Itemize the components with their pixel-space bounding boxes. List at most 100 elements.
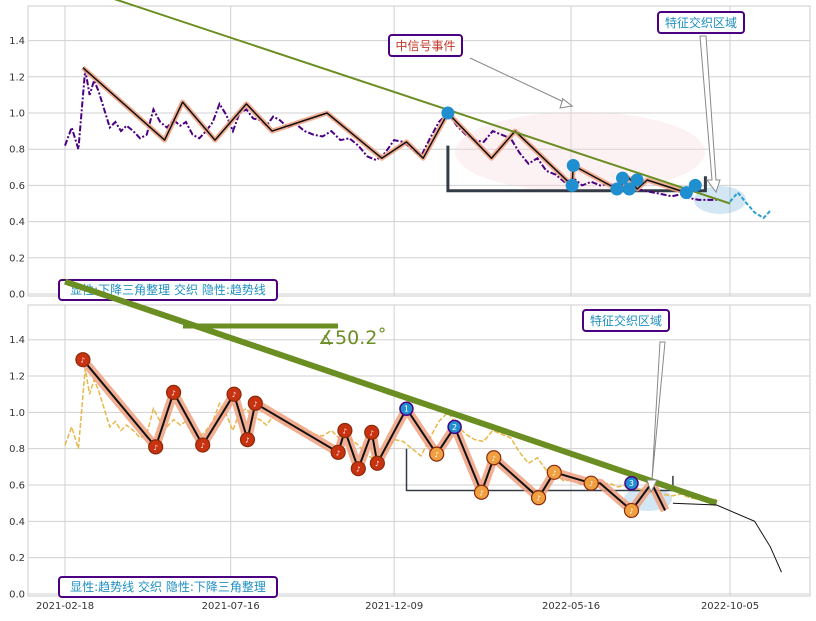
numbered-marker	[624, 475, 639, 491]
signal-marker	[688, 178, 702, 192]
note-marker-glyph: ♪	[245, 437, 249, 445]
y-tick-label: 0.0	[9, 590, 25, 601]
signal-marker	[566, 158, 580, 172]
note-marker-glyph: ♪	[153, 444, 157, 452]
note-marker	[337, 422, 353, 439]
note-marker	[247, 395, 263, 411]
tail-projection	[729, 191, 772, 220]
note-marker-glyph: ♪	[536, 495, 540, 503]
y-tick-label: 0.6	[9, 181, 25, 192]
y-tick-label: 1.4	[9, 36, 25, 47]
note-marker	[239, 432, 256, 448]
x-tick-label: 2021-02-18	[36, 601, 94, 612]
y-tick-label: 0.8	[9, 444, 25, 455]
note-marker	[473, 484, 490, 500]
top-markers	[441, 106, 702, 200]
y-tick-label: 0.0	[9, 290, 25, 301]
bottom-markers: ♪ ♪ ♪ ♪ ♪ ♪ ♪ ♪ ♪ ♪ ♪ ♪ ♪ ♪ ♪ ♪ ♪ ♪ ♪ 1 2 3	[75, 352, 640, 519]
note-marker	[364, 424, 380, 440]
trend-line	[114, 0, 731, 205]
bottom-y-ticks: 0.0 0.2 0.4 0.6 0.8 1.0 1.2 1.4	[9, 335, 25, 600]
numbered-marker-label: 3	[629, 479, 634, 488]
x-tick-label: 2021-07-16	[202, 601, 260, 612]
numbered-marker-label: 1	[404, 405, 409, 414]
note-marker-glyph: ♪	[232, 391, 236, 399]
x-tick-label: 2022-05-16	[542, 601, 600, 612]
y-tick-label: 0.8	[9, 145, 25, 156]
y-tick-label: 1.0	[9, 108, 25, 119]
bottom-caption: 显性:趋势线 交织 隐性:下降三角整理	[70, 579, 266, 594]
signal-marker	[616, 171, 630, 185]
x-tick-label: 2021-12-09	[365, 601, 423, 612]
note-marker	[195, 437, 211, 453]
bottom-zone-arrow	[646, 341, 666, 494]
numbered-marker	[399, 401, 414, 416]
event-label: 中信号事件	[395, 38, 455, 53]
note-marker-glyph: ♪	[200, 442, 204, 450]
bottom-panel-background	[27, 304, 811, 597]
note-marker-glyph: ♪	[356, 466, 360, 474]
bottom-caption-box	[58, 576, 278, 598]
top-zone-arrow	[699, 35, 721, 194]
bottom-zone-label-box	[582, 309, 670, 332]
note-marker	[350, 461, 366, 477]
numbered-marker-label: 2	[452, 423, 457, 432]
top-caption: 显性:下降三角整理 交织 隐性:趋势线	[70, 282, 266, 297]
y-tick-label: 0.4	[9, 217, 25, 228]
x-tick-label: 2022-10-05	[701, 601, 759, 612]
note-marker-glyph: ♪	[492, 455, 496, 463]
trend-line	[64, 278, 718, 507]
note-marker	[369, 455, 385, 471]
event-label-box	[388, 34, 463, 57]
note-marker	[165, 384, 182, 400]
note-marker-glyph: ♪	[81, 357, 85, 365]
y-tick-label: 1.2	[9, 72, 25, 83]
top-zone-label-box	[657, 11, 745, 34]
note-marker-glyph: ♪	[253, 400, 257, 408]
note-marker	[330, 444, 346, 460]
price-line	[64, 69, 717, 201]
note-marker	[226, 386, 242, 402]
triangle-pattern	[446, 145, 707, 193]
note-marker	[75, 352, 91, 368]
y-tick-label: 0.6	[9, 481, 25, 492]
y-tick-label: 1.2	[9, 372, 25, 383]
y-tick-label: 0.2	[9, 253, 25, 264]
y-tick-label: 1.0	[9, 408, 25, 419]
note-marker	[486, 450, 502, 466]
bottom-grid	[28, 305, 810, 596]
bottom-x-ticks: 2021-02-18 2021-07-16 2021-12-09 2022-05-16…	[36, 601, 759, 612]
numbered-marker	[447, 419, 462, 435]
note-marker-glyph: ♪	[336, 449, 340, 457]
note-marker	[429, 446, 445, 462]
signal-marker	[622, 182, 636, 196]
top-panel: 0.0 0.2 0.4 0.6 0.8 1.0 1.2 1.4 中信号事件 特征交织区域 显性…	[9, 0, 811, 301]
signal-marker	[679, 186, 693, 200]
y-tick-label: 0.4	[9, 517, 25, 528]
note-marker-glyph: ♪	[479, 489, 483, 497]
signal-marker	[610, 182, 624, 196]
angle-label: ∡50.2˚	[318, 327, 387, 349]
note-marker-glyph: ♪	[589, 480, 593, 488]
tail-projection	[672, 502, 782, 573]
note-marker	[623, 502, 640, 519]
y-tick-label: 1.4	[9, 335, 25, 346]
note-marker-glyph: ♪	[434, 451, 438, 459]
note-marker-glyph: ♪	[370, 429, 374, 437]
note-marker-glyph: ♪	[343, 428, 347, 436]
note-marker-glyph: ♪	[375, 460, 379, 468]
note-marker	[530, 490, 547, 506]
bottom-panel: 0.00.20.40.60.81.01.21.4 2021-02-18 2021-…	[9, 278, 811, 612]
y-tick-label: 0.2	[9, 553, 25, 564]
note-marker	[148, 439, 164, 455]
note-marker	[583, 475, 599, 491]
note-marker	[546, 464, 562, 480]
bottom-zone-label: 特征交织区域	[590, 313, 662, 328]
event-arrow-head	[559, 98, 574, 109]
signal-marker	[565, 178, 579, 192]
signal-marker	[441, 106, 455, 120]
note-marker-glyph: ♪	[629, 507, 633, 515]
top-zone-label: 特征交织区域	[665, 15, 737, 30]
